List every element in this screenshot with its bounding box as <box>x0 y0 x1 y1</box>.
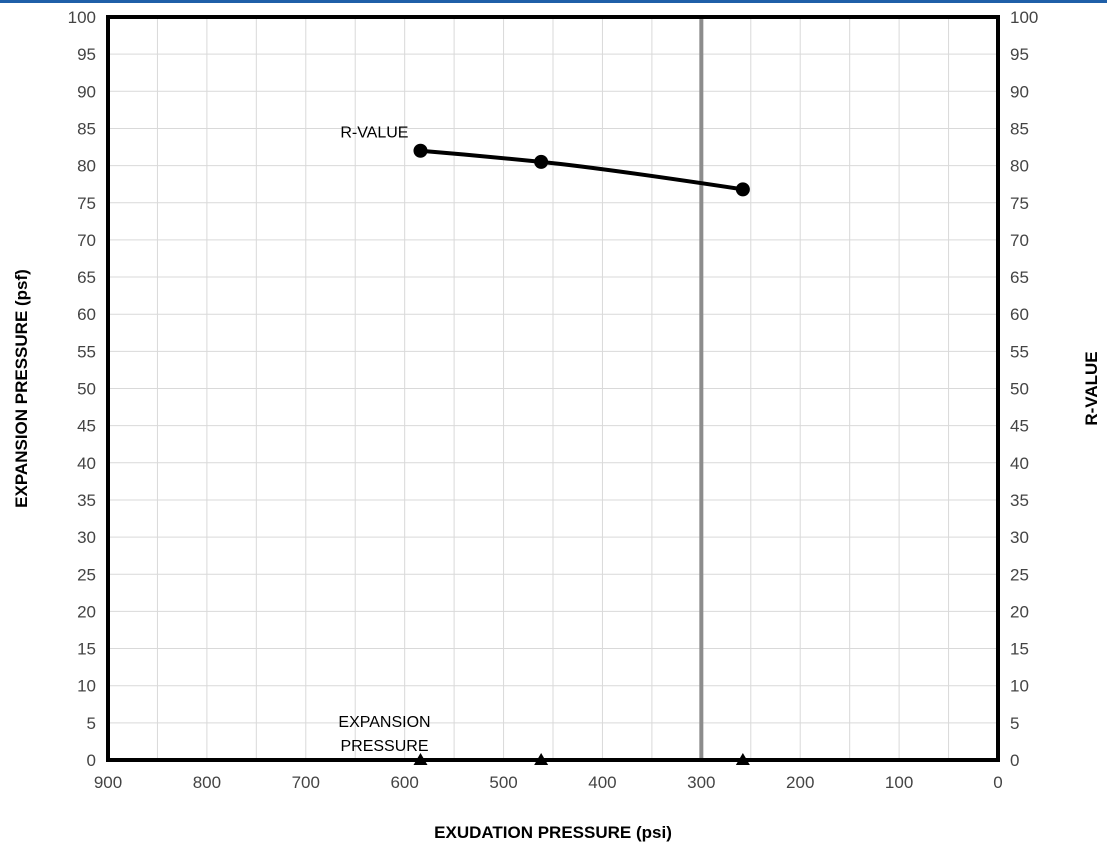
r-value-line <box>420 148 744 192</box>
y-tick-labels-left: 0 5 10 15 20 25 30 35 40 45 50 55 60 65 70 75 80 85 90 95 10… <box>68 8 96 770</box>
grid <box>107 16 999 761</box>
expansion-pressure-annotation-line: PRESSURE <box>340 738 428 755</box>
y-tick-label-left: 45 <box>77 417 96 436</box>
y-tick-label-left: 0 <box>87 751 96 770</box>
x-tick-labels: 900 800 700 600 500 400 300 200 100 0 <box>94 773 1003 792</box>
y-tick-label-right: 35 <box>1010 491 1029 510</box>
y-tick-label-right: 25 <box>1010 565 1029 584</box>
expansion-pressure-point <box>735 753 750 765</box>
y-tick-label-left: 70 <box>77 231 96 250</box>
y-tick-label-right: 90 <box>1010 82 1029 101</box>
expansion-pressure-annotation-line: EXPANSION <box>338 714 430 731</box>
y-tick-label-right: 60 <box>1010 305 1029 324</box>
y-tick-label-right: 5 <box>1010 714 1019 733</box>
y-tick-label-right: 10 <box>1010 677 1029 696</box>
y-tick-label-right: 0 <box>1010 751 1019 770</box>
y-tick-label-left: 65 <box>77 268 96 287</box>
y-tick-label-left: 5 <box>87 714 96 733</box>
y-tick-label-left: 60 <box>77 305 96 324</box>
y-tick-label-right: 40 <box>1010 454 1029 473</box>
x-axis-title: EXUDATION PRESSURE (psi) <box>434 823 672 842</box>
y-tick-label-left: 10 <box>77 677 96 696</box>
expansion-pressure-point <box>413 753 428 765</box>
y-tick-label-left: 90 <box>77 82 96 101</box>
y-tick-label-left: 15 <box>77 640 96 659</box>
y-tick-label-left: 50 <box>77 380 96 399</box>
r-value-point <box>534 154 549 169</box>
y-tick-label-right: 95 <box>1010 45 1029 64</box>
y-tick-label-right: 45 <box>1010 417 1029 436</box>
y-tick-label-right: 50 <box>1010 380 1029 399</box>
x-tick-label: 400 <box>588 773 616 792</box>
y-tick-label-right: 80 <box>1010 157 1029 176</box>
y-tick-label-left: 80 <box>77 157 96 176</box>
top-accent-bar <box>0 0 1107 3</box>
r-value-point <box>413 143 428 158</box>
y-tick-label-left: 55 <box>77 342 96 361</box>
y-tick-label-right: 100 <box>1010 8 1038 27</box>
y-tick-label-right: 75 <box>1010 194 1029 213</box>
y-axis-title-left: EXPANSION PRESSURE (psf) <box>12 269 31 508</box>
y-tick-label-right: 70 <box>1010 231 1029 250</box>
x-tick-label: 600 <box>390 773 418 792</box>
x-tick-label: 800 <box>193 773 221 792</box>
y-tick-label-left: 85 <box>77 119 96 138</box>
y-tick-label-left: 40 <box>77 454 96 473</box>
y-tick-label-right: 85 <box>1010 119 1029 138</box>
y-axis-title-right: R-VALUE <box>1082 351 1101 425</box>
x-tick-label: 100 <box>885 773 913 792</box>
annotations: R-VALUE EXPANSION PRESSURE <box>338 125 430 755</box>
y-tick-label-right: 15 <box>1010 640 1029 659</box>
y-tick-label-right: 65 <box>1010 268 1029 287</box>
x-tick-label: 300 <box>687 773 715 792</box>
y-tick-labels-right: 0 5 10 15 20 25 30 35 40 45 50 55 60 65 70 75 80 85 90 95 10… <box>1010 8 1038 770</box>
x-tick-label: 900 <box>94 773 122 792</box>
x-tick-label: 700 <box>292 773 320 792</box>
x-tick-label: 500 <box>489 773 517 792</box>
y-tick-label-left: 30 <box>77 528 96 547</box>
series <box>413 143 750 765</box>
r-value-point <box>735 182 750 197</box>
y-tick-label-right: 30 <box>1010 528 1029 547</box>
expansion-pressure-point <box>534 753 549 765</box>
y-tick-label-left: 25 <box>77 565 96 584</box>
x-tick-label: 0 <box>993 773 1002 792</box>
y-tick-label-left: 95 <box>77 45 96 64</box>
y-tick-label-left: 100 <box>68 8 96 27</box>
y-tick-label-right: 55 <box>1010 342 1029 361</box>
y-tick-label-left: 75 <box>77 194 96 213</box>
r-value-annotation: R-VALUE <box>340 125 408 142</box>
y-tick-label-right: 20 <box>1010 602 1029 621</box>
x-tick-label: 200 <box>786 773 814 792</box>
y-tick-label-left: 35 <box>77 491 96 510</box>
y-tick-label-left: 20 <box>77 602 96 621</box>
